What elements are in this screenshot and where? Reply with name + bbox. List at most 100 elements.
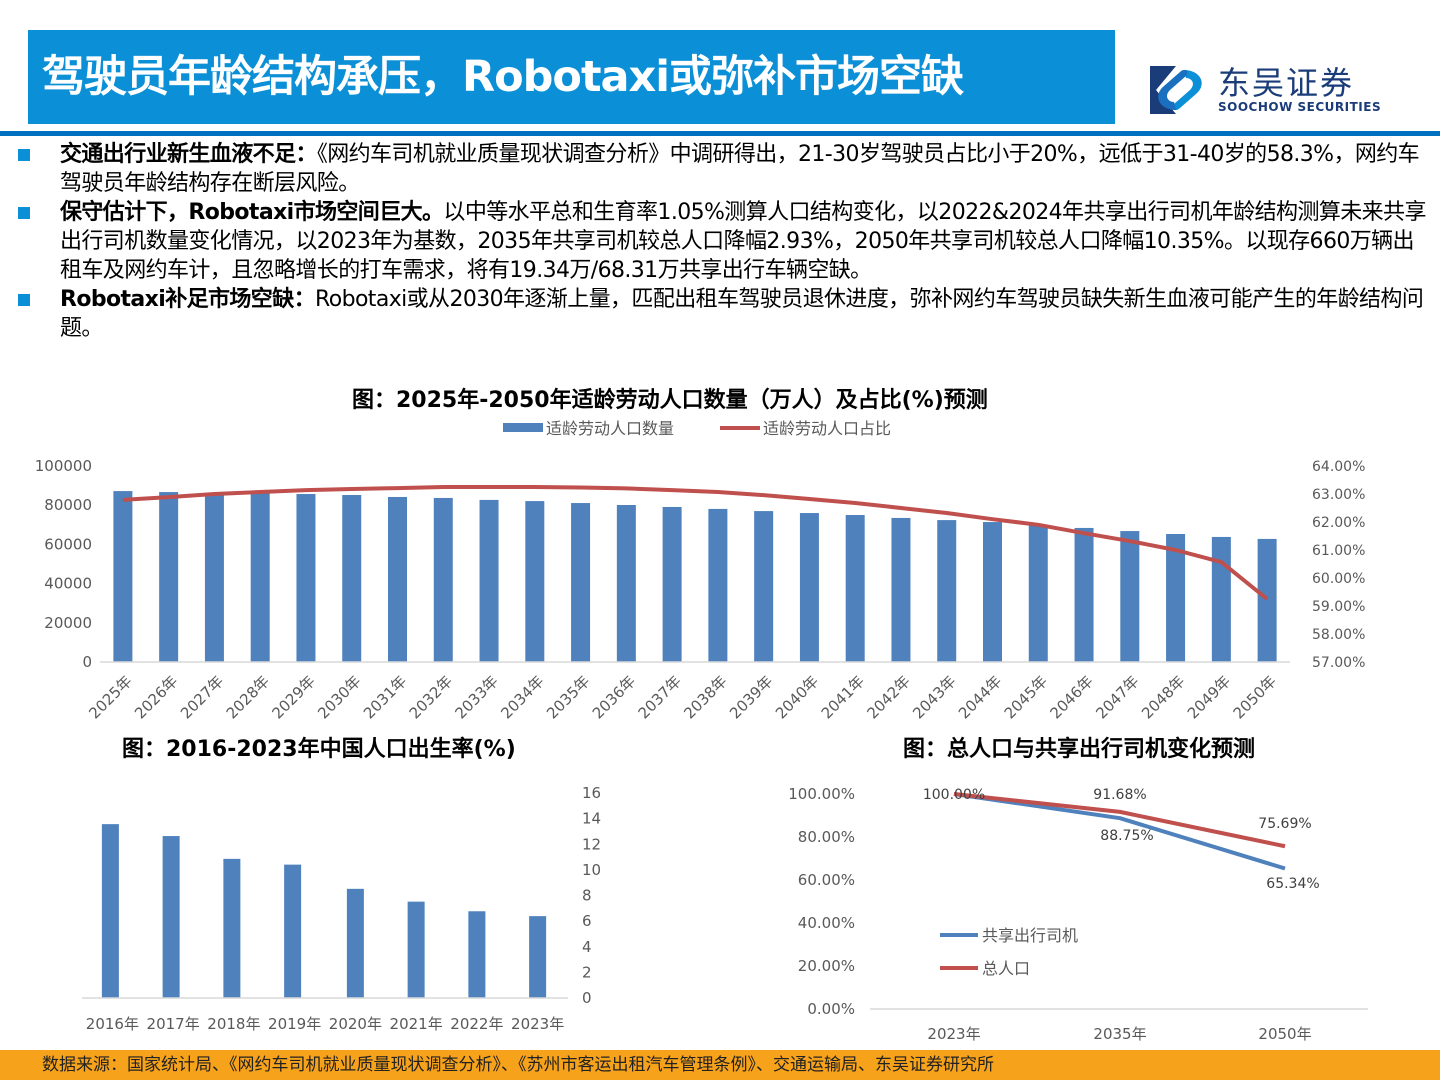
x-axis-tick: 2028年 — [223, 672, 273, 722]
bar-working-age-population — [891, 517, 911, 662]
x-axis-tick: 2034年 — [497, 672, 547, 722]
bar-birth-rate — [162, 836, 180, 998]
bar-birth-rate — [346, 888, 364, 998]
y-axis-tick: 6 — [582, 912, 592, 930]
y-axis-tick: 60.00% — [798, 871, 855, 889]
x-axis-tick: 2032年 — [406, 672, 456, 722]
bullet-heading: 保守估计下，Robotaxi市场空间巨大。 — [60, 200, 444, 225]
bullet-square-icon — [18, 294, 30, 306]
y-axis-tick: 4 — [582, 938, 592, 956]
y-axis-tick: 0 — [582, 989, 592, 1007]
data-label: 88.75% — [1100, 828, 1153, 844]
x-axis-tick: 2039年 — [726, 672, 776, 722]
x-axis-tick: 2030年 — [314, 672, 364, 722]
bar-birth-rate — [223, 858, 241, 998]
x-axis-tick: 2048年 — [1138, 672, 1188, 722]
x-axis-tick: 2019年 — [268, 1015, 321, 1033]
x-axis-tick: 2031年 — [360, 672, 410, 722]
y-axis-tick: 16 — [582, 784, 601, 802]
bar-working-age-population — [250, 493, 270, 662]
y-axis-tick: 14 — [582, 810, 601, 828]
x-axis-tick: 2038年 — [680, 672, 730, 722]
summary-bullets: 交通出行业新生血液不足：《网约车司机就业质量现状调查分析》中调研得出，21-30… — [18, 140, 1433, 343]
line-total-population — [953, 792, 1286, 849]
y-axis-tick: 100.00% — [788, 785, 855, 803]
header-divider — [0, 131, 1440, 136]
x-axis-tick: 2041年 — [818, 672, 868, 722]
left-axis-tick: 40000 — [44, 575, 92, 593]
right-axis-tick: 63.00% — [1312, 487, 1365, 503]
bar-working-age-population — [983, 522, 1002, 662]
x-axis-tick: 2044年 — [955, 672, 1005, 722]
bullet-heading: Robotaxi补足市场空缺： — [60, 287, 316, 312]
bar-working-age-population — [937, 520, 957, 662]
x-axis-tick: 2043年 — [909, 672, 959, 722]
y-axis-tick: 8 — [582, 887, 592, 905]
x-axis-tick: 2035年 — [543, 672, 593, 722]
x-axis-tick: 2022年 — [450, 1015, 503, 1033]
y-axis-tick: 40.00% — [798, 914, 855, 932]
x-axis-tick: 2036年 — [589, 672, 639, 722]
x-axis-tick: 2049年 — [1184, 672, 1234, 722]
legend-label: 共享出行司机 — [982, 926, 1078, 945]
bar-working-age-population — [1166, 534, 1186, 662]
bar-working-age-population — [1028, 524, 1048, 662]
bullet-item: 交通出行业新生血液不足：《网约车司机就业质量现状调查分析》中调研得出，21-30… — [18, 140, 1433, 198]
bar-working-age-population — [845, 515, 865, 662]
right-axis-tick: 64.00% — [1312, 459, 1365, 475]
bar-working-age-population — [616, 505, 636, 662]
data-label: 65.34% — [1266, 876, 1319, 892]
right-axis-tick: 61.00% — [1312, 543, 1365, 559]
right-axis-tick: 58.00% — [1312, 627, 1365, 643]
bullet-item: Robotaxi补足市场空缺：Robotaxi或从2030年逐渐上量，匹配出租车… — [18, 285, 1433, 343]
bar-working-age-population — [525, 501, 545, 662]
bullet-item: 保守估计下，Robotaxi市场空间巨大。以中等水平总和生育率1.05%测算人口… — [18, 198, 1433, 285]
x-axis-tick: 2023年 — [511, 1015, 564, 1033]
bar-working-age-population — [388, 496, 407, 662]
bar-working-age-population — [1120, 531, 1140, 662]
bar-working-age-population — [113, 491, 133, 662]
x-axis-tick: 2042年 — [863, 672, 913, 722]
x-axis-tick: 2023年 — [927, 1025, 980, 1043]
bar-working-age-population — [159, 492, 179, 662]
bar-working-age-population — [204, 493, 224, 662]
y-axis-tick: 2 — [582, 963, 592, 981]
x-axis-tick: 2017年 — [147, 1015, 200, 1033]
chart1-title: 图：2025年-2050年适龄劳动人口数量（万人）及占比(%)预测 — [352, 388, 988, 413]
x-axis-tick: 2020年 — [329, 1015, 382, 1033]
bullet-text: 以中等水平总和生育率1.05%测算人口结构变化，以2022&2024年共享出行司… — [60, 200, 1426, 283]
left-axis-tick: 100000 — [35, 457, 92, 475]
bar-working-age-population — [1211, 536, 1231, 662]
x-axis-tick: 2016年 — [86, 1015, 139, 1033]
chart2-title: 图：2016-2023年中国人口出生率(%) — [122, 737, 516, 762]
x-axis-tick: 2018年 — [207, 1015, 260, 1033]
left-axis-tick: 80000 — [44, 496, 92, 514]
page-title: 驾驶员年龄结构承压，Robotaxi或弥补市场空缺 — [42, 52, 964, 102]
x-axis-tick: 2026年 — [131, 672, 181, 722]
legend-bar-swatch — [503, 423, 543, 432]
bar-birth-rate — [407, 901, 425, 998]
line-shared-drivers — [953, 792, 1286, 871]
x-axis-tick: 2040年 — [772, 672, 822, 722]
x-axis-tick: 2025年 — [85, 672, 135, 722]
bar-birth-rate — [101, 824, 119, 998]
page-title-banner: 驾驶员年龄结构承压，Robotaxi或弥补市场空缺 — [28, 30, 1115, 124]
bullet-heading: 交通出行业新生血液不足： — [60, 142, 317, 167]
bar-working-age-population — [342, 495, 362, 662]
bar-working-age-population — [708, 508, 728, 662]
legend-label: 适龄劳动人口数量 — [546, 419, 674, 438]
company-logo: 东吴证券 SOOCHOW SECURITIES — [1150, 62, 1390, 118]
legend-label: 总人口 — [982, 959, 1030, 978]
legend-label: 适龄劳动人口占比 — [763, 419, 891, 438]
x-axis-tick: 2037年 — [635, 672, 685, 722]
bar-birth-rate — [284, 864, 302, 998]
logo-text-cn: 东吴证券 — [1218, 64, 1355, 102]
y-axis-tick: 20.00% — [798, 957, 855, 975]
bar-working-age-population — [754, 511, 774, 662]
right-axis-tick: 59.00% — [1312, 599, 1365, 615]
data-label: 91.68% — [1093, 787, 1146, 803]
bullet-text: Robotaxi或从2030年逐渐上量，匹配出租车驾驶员退休进度，弥补网约车驾驶… — [60, 287, 1424, 341]
source-text: 数据来源：国家统计局、《网约车司机就业质量现状调查分析》、《苏州市客运出租汽车管… — [42, 1055, 994, 1075]
bar-working-age-population — [1257, 538, 1277, 662]
bar-working-age-population — [571, 503, 591, 662]
